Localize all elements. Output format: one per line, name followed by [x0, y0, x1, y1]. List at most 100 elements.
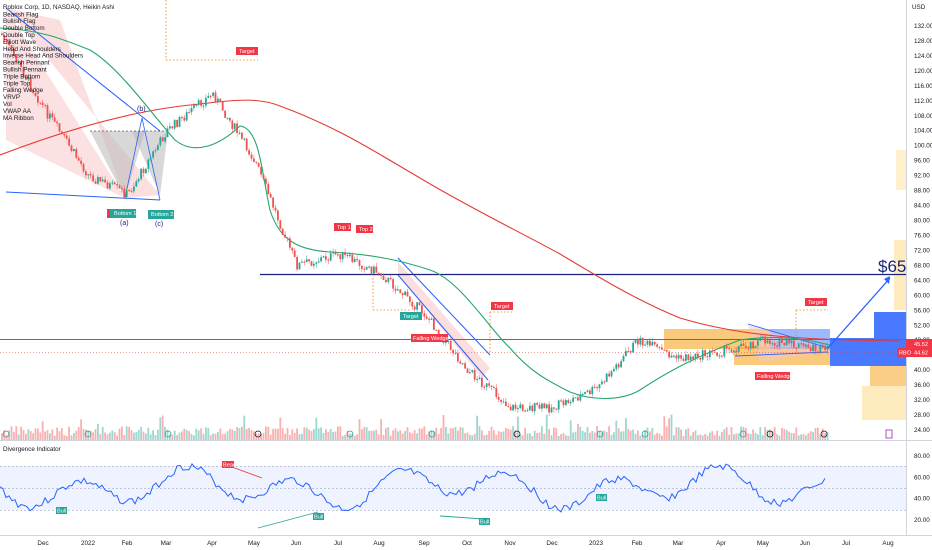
- legend-item[interactable]: Head And Shoulders: [3, 46, 61, 53]
- candle: [409, 296, 411, 302]
- legend-item[interactable]: Bearish Flag: [3, 11, 39, 18]
- candle: [785, 339, 788, 346]
- volume-bar: [265, 426, 267, 440]
- candle: [747, 347, 750, 349]
- legend-item[interactable]: Double Bottom: [3, 25, 45, 32]
- price-tick: 24.00: [914, 427, 930, 434]
- candle: [195, 104, 198, 106]
- volume-bar: [442, 415, 445, 440]
- volume-bar: [303, 427, 306, 440]
- ma-fast-line: [0, 27, 831, 399]
- candle: [262, 174, 265, 179]
- oscillator-axis[interactable]: 80.00 60.00 40.00 20.00: [914, 453, 930, 524]
- candle: [579, 394, 582, 401]
- legend-item[interactable]: Triple Bottom: [3, 73, 40, 80]
- candle: [80, 160, 82, 164]
- price-tick: 80.00: [914, 218, 930, 225]
- candle: [399, 289, 402, 294]
- candle: [797, 343, 800, 348]
- volume-bar: [437, 433, 440, 440]
- candle: [596, 387, 598, 389]
- legend-item[interactable]: Bullish Flag: [3, 18, 36, 25]
- legend-item[interactable]: Bullish Pennant: [3, 67, 47, 74]
- time-tick: Aug: [882, 540, 894, 547]
- candle: [377, 272, 380, 274]
- volume-bar: [447, 433, 450, 440]
- volume-bar: [761, 435, 764, 440]
- candle: [1, 33, 3, 36]
- legend-item[interactable]: Inverse Head And Shoulders: [3, 53, 83, 60]
- price-tick: 56.00: [914, 307, 930, 314]
- volume-bar: [519, 434, 522, 440]
- volume-bar: [147, 427, 150, 440]
- candle: [721, 355, 723, 357]
- volume-bar: [377, 434, 380, 440]
- candle: [202, 105, 205, 107]
- legend-item[interactable]: Double Top: [3, 32, 35, 39]
- volume-bar: [668, 418, 670, 440]
- volume-bar: [689, 435, 692, 440]
- candle: [716, 352, 718, 356]
- legend-item[interactable]: MA Ribbon: [3, 115, 34, 122]
- volume-bar: [41, 421, 44, 440]
- volume-bar: [644, 429, 646, 440]
- legend-item[interactable]: VWAP AA: [3, 108, 32, 115]
- volume-bar: [697, 435, 699, 440]
- volume-bar: [730, 427, 733, 440]
- volume-bar: [61, 428, 63, 440]
- candle: [243, 138, 246, 140]
- volume-bar: [605, 431, 608, 440]
- volume-bar: [137, 429, 140, 440]
- currency-label: USD: [912, 4, 926, 11]
- candle: [289, 238, 291, 248]
- legend-item[interactable]: Vol: [3, 101, 12, 108]
- candle: [92, 175, 94, 182]
- candle: [70, 145, 73, 151]
- volume-bar: [757, 434, 759, 440]
- candle: [735, 350, 738, 352]
- candle: [461, 363, 464, 365]
- indicator-legend[interactable]: Roblox Corp, 1D, NASDAQ, Heikin Ashi Bea…: [3, 4, 114, 122]
- candle: [454, 352, 457, 354]
- legend-item[interactable]: Elliott Wave: [3, 39, 37, 46]
- candle: [802, 343, 805, 347]
- legend-item[interactable]: Falling Wedge: [3, 87, 44, 94]
- candle: [507, 405, 510, 407]
- volume-bar: [13, 431, 15, 440]
- legend-item[interactable]: Triple Top: [3, 80, 31, 87]
- bull-tag-3: Bull: [480, 520, 489, 526]
- volume-bar: [541, 426, 543, 440]
- candle: [814, 344, 817, 352]
- osc-tick: 80.00: [914, 453, 930, 460]
- volume-bar: [555, 428, 558, 440]
- legend-item[interactable]: Bearish Pennant: [3, 60, 50, 67]
- volume-bar: [125, 426, 128, 440]
- volume-bar: [797, 435, 800, 440]
- volume-bar: [401, 433, 404, 440]
- volume-bar: [272, 428, 274, 440]
- candle: [161, 137, 164, 142]
- top2-tag: Top 2: [359, 227, 373, 233]
- price-tick: 72.00: [914, 247, 930, 254]
- volume-bar: [788, 431, 790, 440]
- volume-bar: [752, 429, 754, 440]
- volume-bar: [704, 433, 706, 440]
- price-axis[interactable]: 132.00 128.00 124.00 120.00 116.00 112.00 108.…: [914, 23, 932, 434]
- volume-bar: [603, 430, 606, 440]
- volume-bar: [327, 431, 330, 440]
- volume-bar: [337, 426, 339, 440]
- volume-bar: [473, 433, 476, 440]
- volume-bar: [356, 434, 358, 440]
- time-axis[interactable]: Dec 2022 Feb Mar Apr May Jun Jul Aug Sep Oct Nov Dec…: [37, 540, 894, 547]
- candle: [10, 45, 13, 49]
- candle: [771, 343, 774, 345]
- volume-bar: [793, 433, 795, 440]
- candle: [190, 107, 193, 113]
- candle: [128, 190, 130, 192]
- volume-bar: [22, 429, 25, 440]
- candle: [677, 355, 680, 359]
- volume-bar: [531, 435, 534, 440]
- legend-item[interactable]: VRVP: [3, 94, 20, 101]
- price-pane[interactable]: [0, 0, 906, 440]
